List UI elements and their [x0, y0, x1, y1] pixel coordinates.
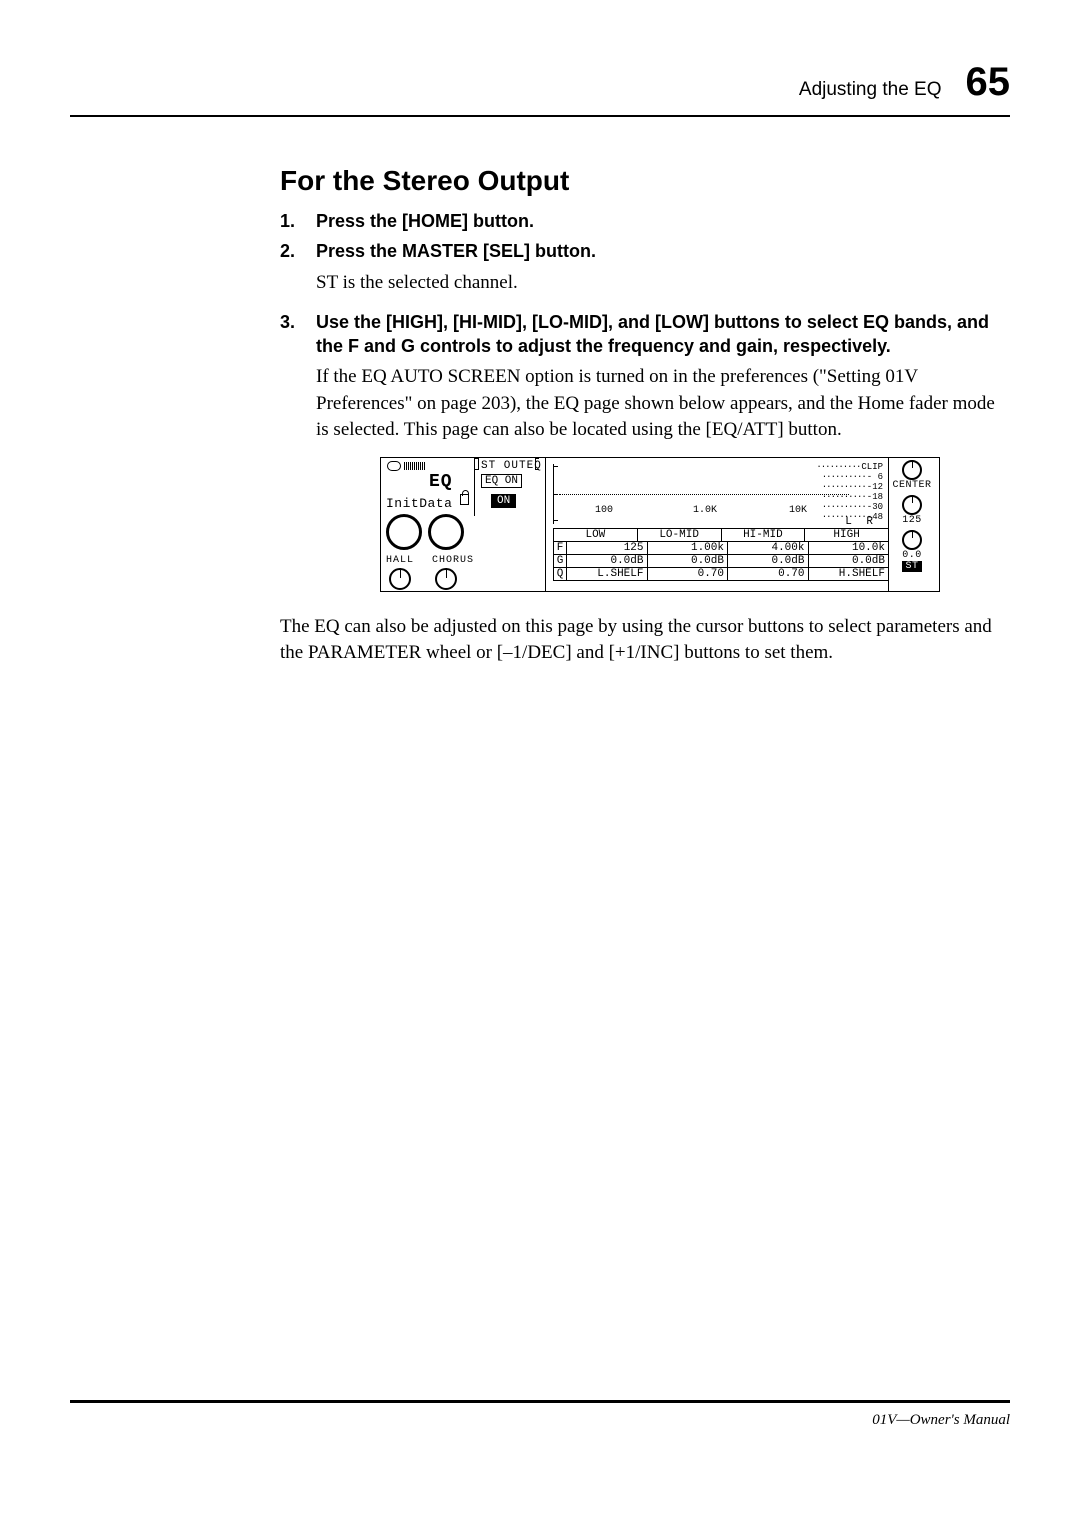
row-label: Q [553, 568, 567, 581]
row-label: G [553, 555, 567, 568]
knob-icon [902, 530, 922, 550]
step-2: 2. Press the MASTER [SEL] button. [280, 239, 1000, 263]
table-cell: L.SHELF [567, 568, 648, 581]
section-title: For the Stereo Output [280, 165, 1000, 197]
patch-name: InitData [386, 496, 452, 511]
x-tick: 1.0K [693, 505, 717, 516]
cable-icon [404, 462, 426, 470]
step-1: 1. Press the [HOME] button. [280, 209, 1000, 233]
knob-icon [435, 568, 457, 590]
table-row: QL.SHELF0.700.70H.SHELF [553, 568, 889, 581]
lcd-right-col: CENTER 125 0.0 ST [888, 460, 936, 572]
st-label: ST [888, 561, 936, 572]
step-text: Press the [HOME] button. [316, 209, 534, 233]
midi-plug-icon [387, 461, 401, 471]
big-knobs [386, 514, 464, 550]
band-header: HI-MID [722, 528, 806, 542]
midi-icon-row [387, 461, 426, 471]
center-label: CENTER [888, 480, 936, 491]
eq-on-box: EQ ON [481, 474, 522, 488]
tab-marker [475, 458, 479, 470]
knob-icon [428, 514, 464, 550]
band-header: LOW [553, 528, 638, 542]
eq-curve-graph: 100 1.0K 10K [553, 464, 853, 524]
header-section: Adjusting the EQ [799, 79, 942, 101]
table-cell: 0.0dB [809, 555, 890, 568]
step-3: 3. Use the [HIGH], [HI-MID], [LO-MID], a… [280, 310, 1000, 359]
lcd-screenshot: ST OUTEQ EQ EQ ON InitData ON HALL CHORU… [380, 457, 1000, 592]
body-after-step2: ST is the selected channel. [316, 270, 1000, 296]
freq-value: 125 [888, 515, 936, 526]
divider [545, 458, 546, 591]
effect-hall: HALL [386, 555, 414, 566]
lr-label: L R [845, 516, 877, 528]
lcd-display: ST OUTEQ EQ EQ ON InitData ON HALL CHORU… [380, 457, 940, 592]
y-axis [553, 464, 557, 524]
body-end: The EQ can also be adjusted on this page… [280, 614, 1000, 666]
step-number: 2. [280, 239, 300, 263]
page-number: 65 [966, 60, 1011, 105]
lcd-page-title: ST OUTEQ [481, 460, 542, 472]
band-header: LO-MID [638, 528, 722, 542]
eq-band-table: LOW LO-MID HI-MID HIGH F1251.00k4.00k10.… [553, 528, 889, 581]
band-header: HIGH [805, 528, 889, 542]
table-cell: H.SHELF [809, 568, 890, 581]
knob-icon [386, 514, 422, 550]
step-number: 3. [280, 310, 300, 359]
table-cell: 10.0k [809, 542, 890, 555]
table-row: G0.0dB0.0dB0.0dB0.0dB [553, 555, 889, 568]
knob-icon [902, 495, 922, 515]
footer-text: 01V—Owner's Manual [872, 1412, 1010, 1429]
table-cell: 125 [567, 542, 648, 555]
effect-labels: HALL CHORUS [386, 555, 474, 566]
footer-rule [70, 1400, 1010, 1403]
pan-value: 0.0 [888, 550, 936, 561]
effect-knobs [389, 568, 457, 590]
table-cell: 0.70 [728, 568, 809, 581]
x-tick: 10K [789, 505, 807, 516]
step-number: 1. [280, 209, 300, 233]
body-after-step3: If the EQ AUTO SCREEN option is turned o… [316, 364, 1000, 443]
zero-line [559, 494, 849, 495]
lock-icon [460, 494, 469, 505]
knob-icon [902, 460, 922, 480]
page-header: Adjusting the EQ 65 [70, 60, 1010, 117]
level-meter: ··········CLIP ··········- 6 ··········-… [816, 462, 883, 522]
row-label: F [553, 542, 567, 555]
knob-icon [389, 568, 411, 590]
table-cell: 0.0dB [728, 555, 809, 568]
step-text: Press the MASTER [SEL] button. [316, 239, 596, 263]
eq-label: EQ [429, 472, 453, 492]
step-text: Use the [HIGH], [HI-MID], [LO-MID], and … [316, 310, 1000, 359]
on-indicator: ON [491, 494, 516, 508]
x-tick: 100 [595, 505, 613, 516]
table-head: LOW LO-MID HI-MID HIGH [553, 528, 889, 542]
table-cell: 0.0dB [648, 555, 729, 568]
table-cell: 1.00k [648, 542, 729, 555]
table-row: F1251.00k4.00k10.0k [553, 542, 889, 555]
table-cell: 0.0dB [567, 555, 648, 568]
table-cell: 0.70 [648, 568, 729, 581]
effect-chorus: CHORUS [432, 555, 474, 566]
table-cell: 4.00k [728, 542, 809, 555]
